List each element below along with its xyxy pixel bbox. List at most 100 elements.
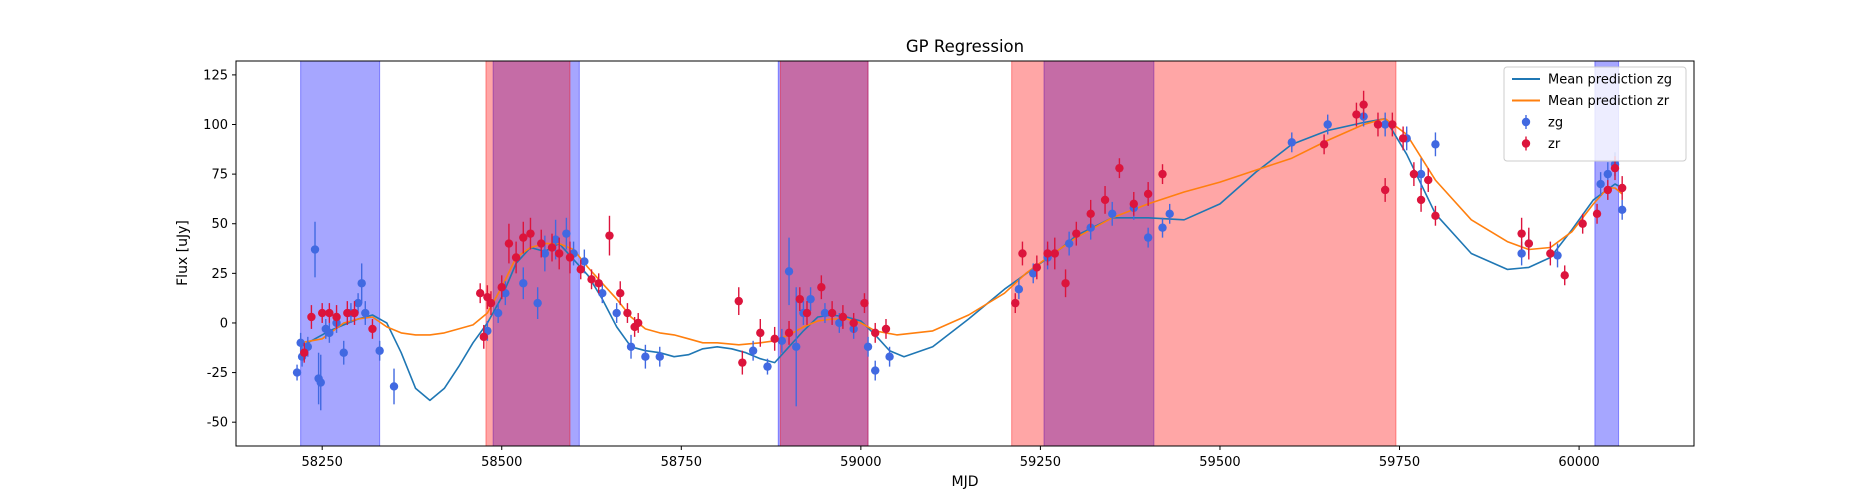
data-marker — [368, 324, 377, 334]
data-marker — [1431, 140, 1440, 149]
plot-frame — [235, 60, 1695, 447]
data-marker — [1517, 249, 1526, 258]
data-marker — [519, 233, 528, 242]
data-marker — [307, 312, 316, 322]
data-point-zr — [1032, 255, 1042, 280]
data-marker — [1072, 229, 1081, 238]
data-point-zr — [1388, 112, 1397, 137]
legend-label: Mean prediction zr — [1548, 94, 1670, 109]
shaded-region-zg — [1043, 60, 1155, 447]
data-point-zg — [1596, 172, 1605, 196]
data-marker — [310, 245, 320, 254]
legend-label: zr — [1548, 137, 1561, 152]
data-marker — [580, 257, 589, 266]
legend-box — [1503, 66, 1687, 162]
data-marker — [562, 229, 571, 238]
data-point-zr — [350, 301, 359, 325]
data-marker — [1158, 169, 1167, 179]
data-marker — [1359, 100, 1368, 109]
data-marker — [551, 235, 560, 244]
legend-marker-swatch — [1521, 139, 1531, 148]
data-marker — [361, 308, 370, 318]
data-marker — [540, 249, 550, 258]
data-point-zr — [784, 320, 794, 345]
legend-label: zg — [1548, 116, 1563, 131]
data-marker — [504, 239, 514, 248]
data-point-zg — [763, 358, 772, 375]
data-point-zg — [1014, 279, 1024, 300]
data-point-zr — [616, 281, 625, 306]
x-axis-ticks: 58250 58500 58750 59000 59250 59500 59750 60000 — [302, 446, 1600, 470]
data-marker — [576, 265, 585, 274]
data-marker — [1043, 249, 1052, 258]
data-marker — [1424, 175, 1433, 185]
data-point-zr — [1398, 126, 1408, 151]
data-point-zr — [486, 291, 496, 316]
shaded-region-zr — [1011, 60, 1397, 447]
y-tick-label: 75 — [211, 168, 228, 183]
data-point-zr — [1115, 158, 1124, 179]
data-point-zr — [1011, 293, 1020, 314]
data-point-zg — [1287, 132, 1296, 153]
data-point-zg — [519, 267, 528, 300]
data-point-zr — [1319, 134, 1329, 155]
data-point-zr — [734, 287, 743, 316]
data-point-zr — [1129, 191, 1138, 216]
data-marker — [526, 229, 535, 238]
data-point-zg — [1143, 227, 1153, 248]
data-marker — [1086, 209, 1095, 219]
data-point-zg — [1064, 231, 1074, 256]
data-marker — [860, 298, 869, 308]
data-marker — [1129, 199, 1138, 209]
data-point-zr — [795, 287, 805, 312]
data-marker — [885, 352, 894, 361]
data-marker — [1553, 251, 1562, 260]
shaded-region-zr — [779, 60, 869, 447]
x-tick-label: 58250 — [302, 455, 343, 470]
data-point-zg — [533, 287, 542, 319]
data-marker — [565, 253, 575, 262]
data-marker — [623, 308, 632, 318]
data-marker — [486, 298, 496, 308]
data-point-zr — [738, 350, 747, 375]
data-point-zr — [1061, 269, 1070, 298]
data-marker — [1592, 209, 1602, 219]
data-point-zr — [1431, 205, 1440, 226]
data-marker — [1143, 189, 1153, 199]
data-point-zr — [1617, 176, 1627, 200]
data-point-zg — [626, 334, 636, 359]
data-marker — [296, 338, 305, 348]
data-marker — [734, 296, 743, 306]
data-marker — [493, 308, 503, 318]
data-marker — [353, 298, 363, 308]
data-marker — [1165, 209, 1174, 219]
y-tick-label: 25 — [211, 267, 228, 282]
data-point-zg — [1431, 132, 1440, 157]
data-point-zr — [1352, 102, 1361, 127]
shaded-regions — [300, 60, 1620, 447]
shaded-region-zg — [300, 60, 381, 447]
data-point-zr — [860, 293, 869, 314]
legend-marker-swatch — [1521, 117, 1531, 127]
data-point-zr — [1100, 186, 1110, 214]
data-point-zg — [612, 303, 621, 323]
data-point-zr — [1050, 237, 1059, 270]
data-point-zr — [497, 275, 506, 300]
data-marker — [1416, 195, 1426, 205]
data-marker — [547, 243, 557, 252]
data-marker — [375, 346, 384, 355]
data-marker — [849, 318, 858, 328]
data-marker — [389, 382, 399, 391]
data-point-zg — [493, 303, 503, 323]
data-marker — [1319, 140, 1329, 149]
data-point-zr — [1018, 241, 1027, 266]
y-tick-label: 50 — [211, 217, 228, 232]
data-point-zg — [748, 340, 758, 361]
data-marker — [1380, 120, 1390, 129]
data-marker — [292, 368, 302, 377]
data-marker — [763, 362, 772, 371]
data-marker — [475, 288, 485, 298]
data-marker — [802, 308, 812, 318]
data-point-zr — [1158, 164, 1167, 185]
